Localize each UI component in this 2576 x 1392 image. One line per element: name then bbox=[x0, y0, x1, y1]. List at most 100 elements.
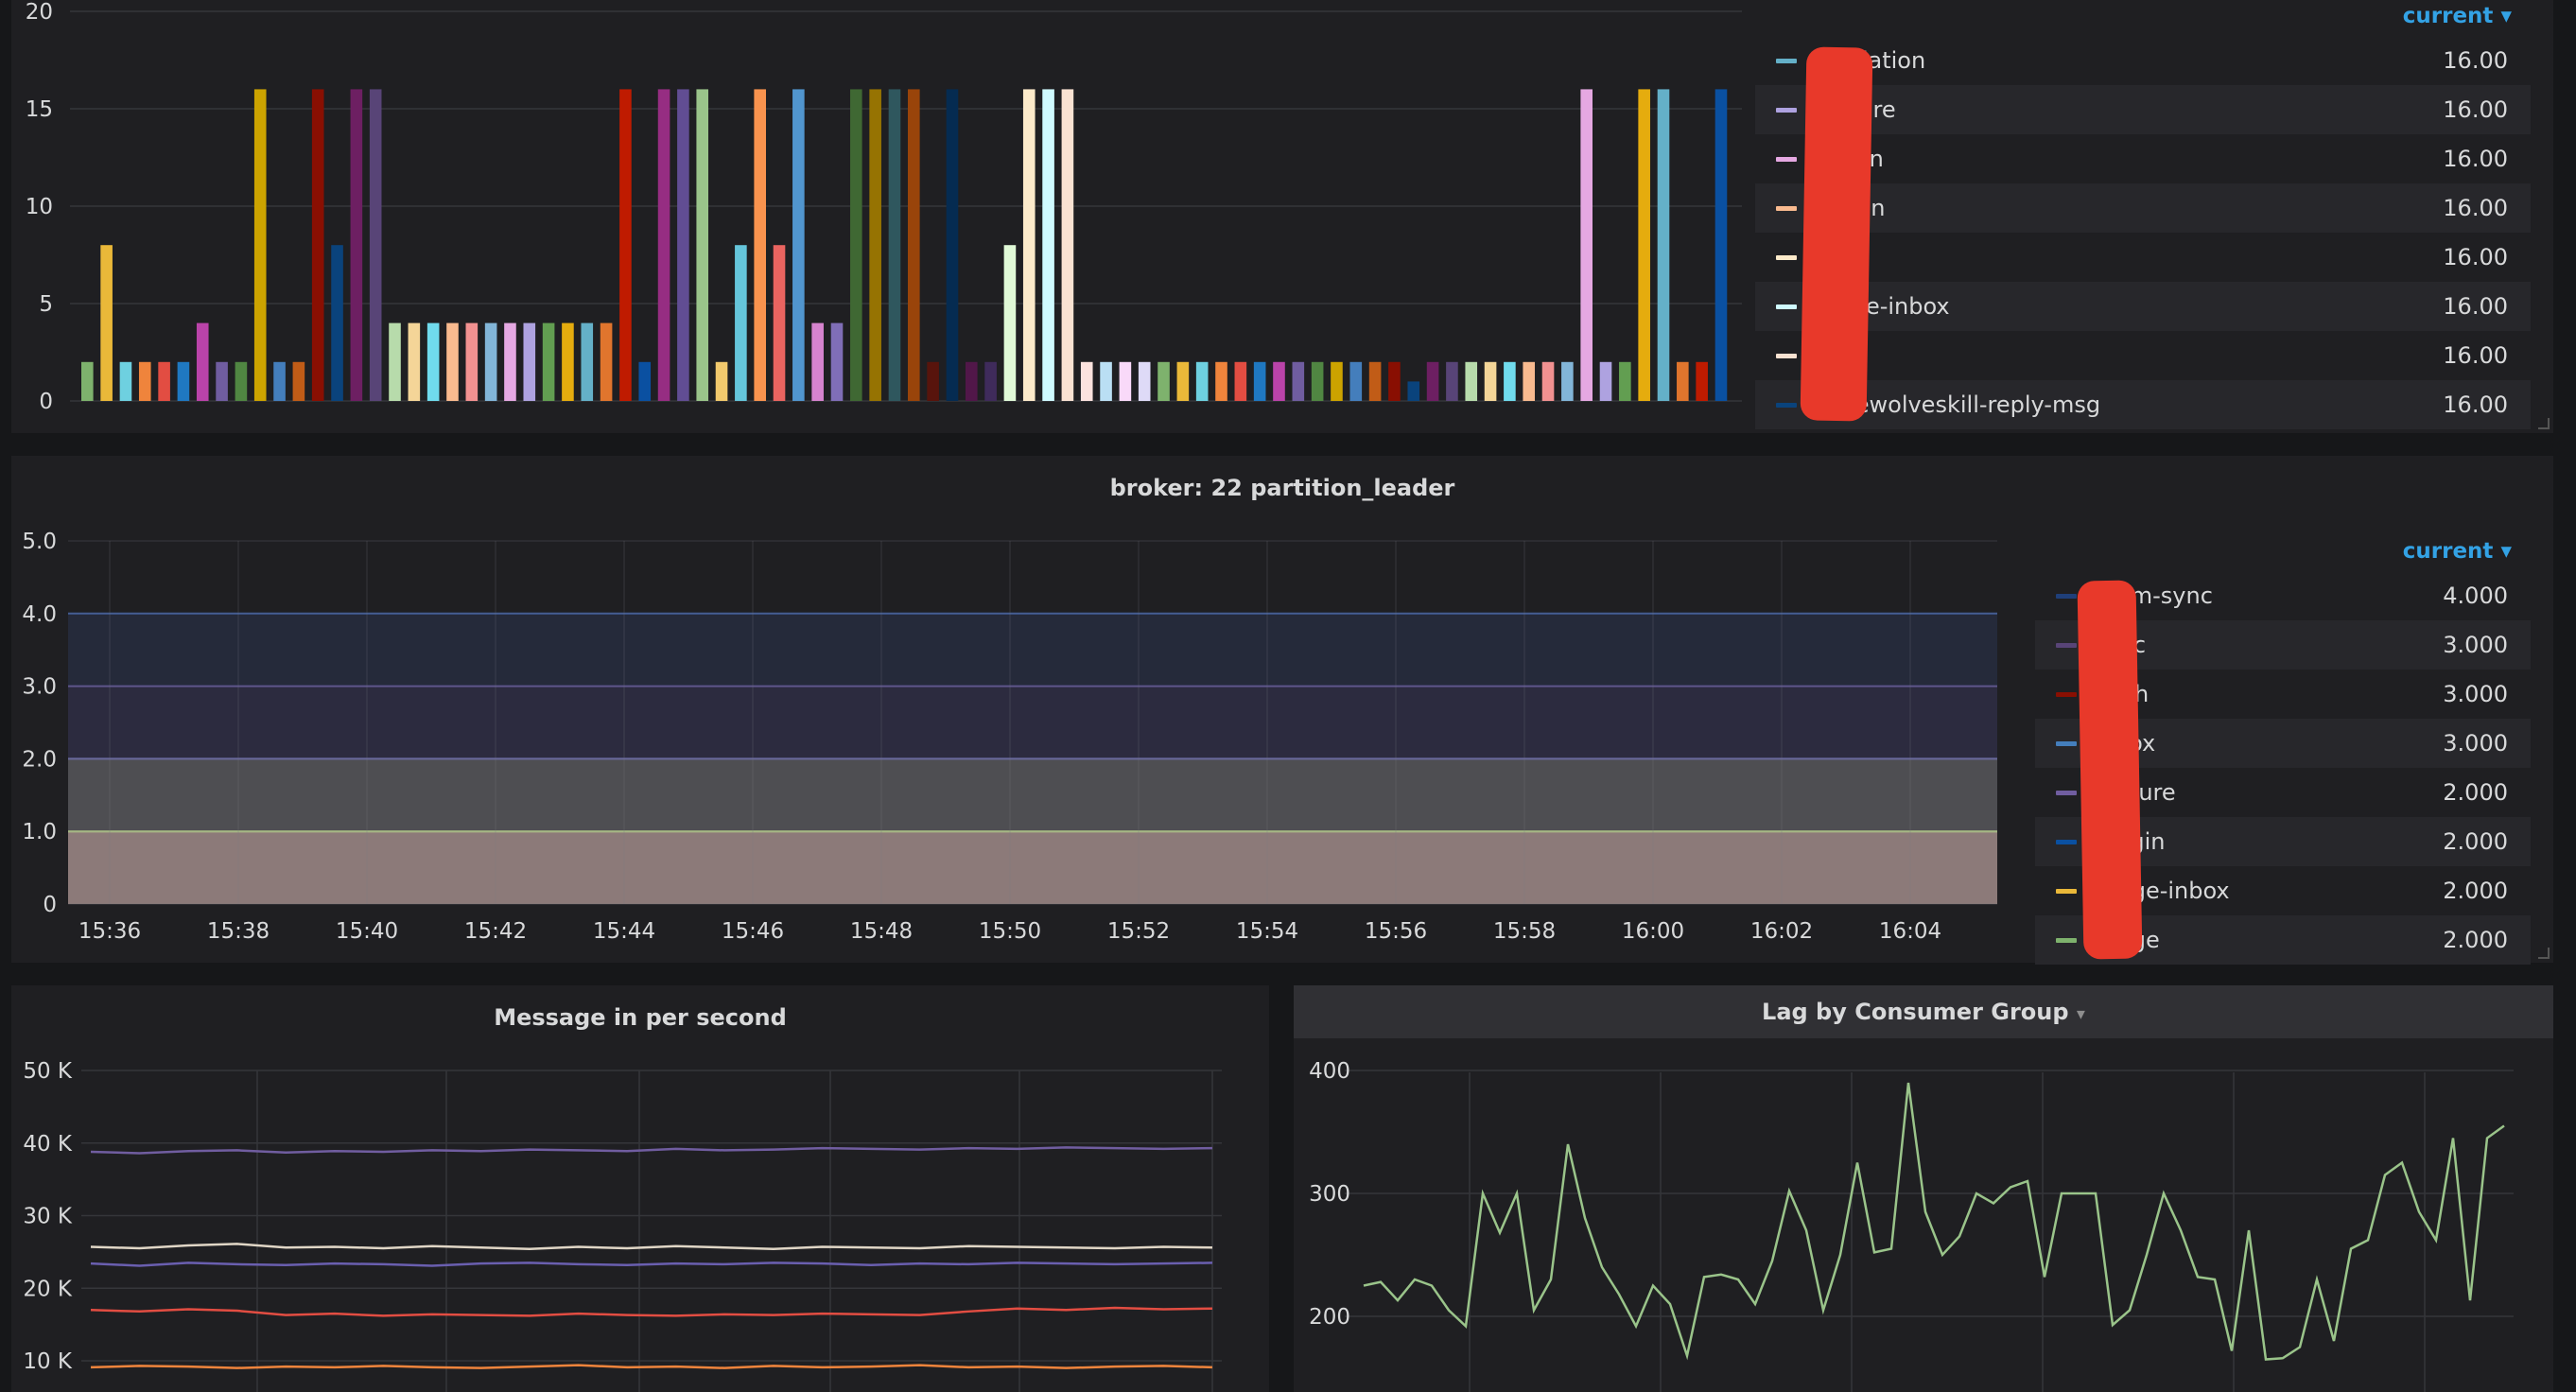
y-tick-label: 0 bbox=[43, 893, 57, 917]
bar bbox=[1195, 361, 1209, 401]
panel-title[interactable]: Lag by Consumer Group ▾ bbox=[1294, 985, 2553, 1038]
bar bbox=[1388, 361, 1401, 401]
y-tick-label: 20 K bbox=[23, 1277, 73, 1301]
bar-chart: 0 5 10 15 20 bbox=[26, 0, 1742, 414]
x-tick-label: 15:54 bbox=[1236, 919, 1298, 944]
bar bbox=[754, 89, 766, 402]
legend-current-value: 16.00 bbox=[2443, 146, 2508, 172]
legend-current-value: 16.00 bbox=[2443, 47, 2508, 74]
legend-current-label[interactable]: current bbox=[2402, 4, 2494, 28]
area-chart: 0 1.0 2.0 3.0 4.0 5.0 15:36 15:38 15:40 15:42 15:4… bbox=[22, 530, 1997, 944]
legend-item[interactable]: sage 16.00 bbox=[1755, 331, 2531, 380]
bar bbox=[292, 361, 305, 401]
legend-current-value: 16.00 bbox=[2443, 244, 2508, 270]
series-swatch bbox=[2056, 839, 2077, 844]
caret-down-icon[interactable]: ▾ bbox=[2076, 1004, 2085, 1024]
panel-resize-handle[interactable] bbox=[2538, 418, 2550, 429]
caret-down-icon[interactable]: ▾ bbox=[2493, 539, 2512, 564]
legend-series-name[interactable]: ssage-inbox bbox=[1814, 293, 1950, 320]
bar bbox=[369, 89, 382, 402]
bar bbox=[81, 361, 94, 401]
x-tick-label: 16:02 bbox=[1750, 919, 1813, 944]
panel-lag: Lag by Consumer Group ▾ 200 300 400 bbox=[1294, 985, 2553, 1392]
bar bbox=[1331, 361, 1343, 401]
series-swatch bbox=[2056, 691, 2077, 697]
series-swatch bbox=[2056, 790, 2077, 795]
legend-item[interactable]: ssage-inbox 16.00 bbox=[1755, 282, 2531, 331]
bar bbox=[100, 245, 113, 401]
legend-current-label[interactable]: current bbox=[2402, 539, 2494, 564]
legend-current-value: 2.000 bbox=[2443, 927, 2508, 953]
legend-current-value: 16.00 bbox=[2443, 392, 2508, 418]
x-tick-label: 15:58 bbox=[1493, 919, 1556, 944]
bar bbox=[1714, 89, 1728, 402]
bar bbox=[465, 322, 479, 401]
series-swatch bbox=[1776, 58, 1797, 63]
bar bbox=[1042, 89, 1054, 402]
y-tick-label: 10 K bbox=[23, 1349, 73, 1374]
bar bbox=[273, 361, 286, 401]
bar bbox=[1138, 361, 1151, 401]
legend-current-value: 2.000 bbox=[2443, 878, 2508, 904]
bar bbox=[735, 245, 747, 401]
bar bbox=[1465, 361, 1478, 401]
bar bbox=[350, 89, 363, 402]
bar bbox=[523, 322, 536, 401]
bar bbox=[1484, 361, 1497, 401]
panel-title-text[interactable]: Lag by Consumer Group bbox=[1762, 999, 2069, 1025]
legend-sort-current[interactable]: current ▾ bbox=[2035, 539, 2531, 571]
y-tick-label: 5 bbox=[39, 292, 53, 317]
bar bbox=[311, 89, 324, 402]
bar bbox=[1176, 361, 1190, 401]
series-swatch bbox=[1776, 107, 1797, 113]
bar bbox=[426, 322, 440, 401]
redaction-mark bbox=[2077, 580, 2143, 960]
legend-item[interactable]: r-login 16.00 bbox=[1755, 183, 2531, 233]
legend-item[interactable]: action 16.00 bbox=[1755, 134, 2531, 183]
series-swatch bbox=[2056, 593, 2077, 599]
legend-series-name[interactable]: r-login bbox=[1814, 195, 2376, 221]
bar bbox=[1234, 361, 1247, 401]
bar bbox=[581, 322, 594, 401]
legend-series-name[interactable]: sage bbox=[1814, 342, 2376, 369]
line-chart: 200 300 400 bbox=[1309, 1059, 2514, 1392]
legend-series-name[interactable]: action bbox=[1814, 146, 2376, 172]
bar bbox=[1215, 361, 1227, 401]
y-tick-label: 30 K bbox=[23, 1205, 73, 1229]
legend-series-name[interactable]: werewolveskill-reply-msg bbox=[1814, 392, 2101, 418]
panel-resize-handle[interactable] bbox=[2538, 948, 2550, 959]
bar bbox=[1638, 89, 1650, 402]
series-swatch bbox=[2056, 888, 2077, 894]
legend-item[interactable]: 16.00 bbox=[1755, 233, 2531, 282]
caret-down-icon[interactable]: ▾ bbox=[2493, 4, 2512, 28]
bar bbox=[715, 361, 728, 401]
bar bbox=[1311, 361, 1324, 401]
bar bbox=[1657, 89, 1670, 402]
bar bbox=[138, 361, 151, 401]
y-tick-label: 400 bbox=[1309, 1059, 1350, 1084]
legend-current-value: 2.000 bbox=[2443, 828, 2508, 855]
y-tick-label: 1.0 bbox=[22, 820, 57, 844]
panel-title[interactable]: Message in per second bbox=[494, 1004, 787, 1031]
legend-series-name[interactable]: validation bbox=[1814, 47, 2376, 74]
legend-item[interactable]: werewolveskill-reply-msg 16.00 bbox=[1755, 380, 2531, 429]
x-tick-label: 15:46 bbox=[722, 919, 784, 944]
legend-current-value: 2.000 bbox=[2443, 779, 2508, 806]
bar bbox=[657, 89, 670, 402]
panel-title[interactable]: broker: 22 partition_leader bbox=[1109, 475, 1455, 501]
bar bbox=[984, 361, 997, 401]
legend-series-name[interactable]: feature bbox=[1814, 96, 2376, 123]
y-tick-label: 50 K bbox=[23, 1059, 73, 1084]
series-swatch bbox=[1776, 304, 1797, 309]
bar bbox=[484, 322, 497, 401]
y-tick-label: 20 bbox=[26, 0, 53, 25]
legend-current-value: 16.00 bbox=[2443, 342, 2508, 369]
x-tick-label: 15:50 bbox=[979, 919, 1041, 944]
bar bbox=[1061, 89, 1074, 402]
bar bbox=[446, 322, 459, 401]
bar bbox=[638, 361, 652, 401]
series-line bbox=[90, 1364, 1213, 1369]
bar bbox=[1677, 361, 1689, 401]
legend-current-value: 16.00 bbox=[2443, 293, 2508, 320]
legend-sort-current[interactable]: current ▾ bbox=[1755, 4, 2531, 36]
